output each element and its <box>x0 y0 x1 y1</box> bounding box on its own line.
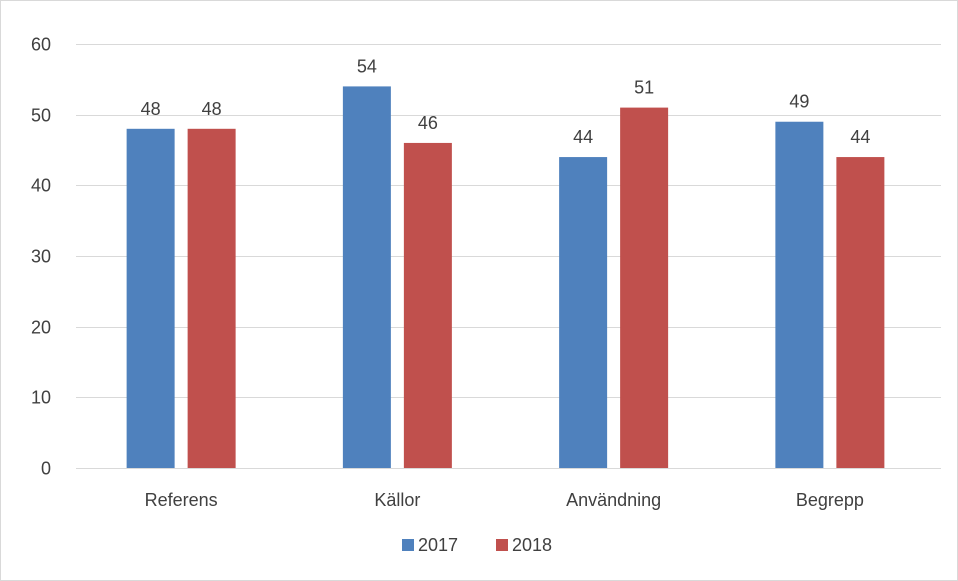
y-tick-label: 30 <box>31 247 51 267</box>
bar-2017-källor <box>342 86 391 469</box>
x-tick-label: Användning <box>566 490 661 510</box>
bar-2018-källor <box>403 142 452 468</box>
x-tick-label: Begrepp <box>796 490 864 510</box>
data-label: 54 <box>357 56 377 76</box>
legend-label-2017: 2017 <box>418 535 458 555</box>
legend-label-2018: 2018 <box>512 535 552 555</box>
legend-swatch-2018 <box>496 539 508 551</box>
y-tick-label: 10 <box>31 388 51 408</box>
y-axis-ticks: 0 10 20 30 40 50 60 <box>31 35 51 479</box>
x-tick-label: Källor <box>374 490 420 510</box>
bar-2017-användning <box>559 157 608 469</box>
y-tick-label: 20 <box>31 318 51 338</box>
data-label: 44 <box>850 127 870 147</box>
bar-2018-referens <box>187 128 236 469</box>
legend-swatch-2017 <box>402 539 414 551</box>
data-label: 46 <box>418 113 438 133</box>
legend: 2017 2018 <box>402 535 552 555</box>
data-labels: 48 48 54 46 44 51 49 44 <box>141 56 871 147</box>
bar-2017-referens <box>126 128 175 469</box>
data-label: 48 <box>141 99 161 119</box>
data-label: 48 <box>202 99 222 119</box>
y-tick-label: 0 <box>41 459 51 479</box>
x-axis-categories: Referens Källor Användning Begrepp <box>145 490 864 510</box>
x-tick-label: Referens <box>145 490 218 510</box>
bar-2018-användning <box>620 107 669 468</box>
bar-2017-begrepp <box>775 121 824 468</box>
y-tick-label: 50 <box>31 106 51 126</box>
y-tick-label: 60 <box>31 35 51 55</box>
data-label: 44 <box>573 127 593 147</box>
data-label: 49 <box>789 92 809 112</box>
data-label: 51 <box>634 78 654 98</box>
y-tick-label: 40 <box>31 176 51 196</box>
bars <box>126 86 885 469</box>
bar-2018-begrepp <box>836 157 885 469</box>
